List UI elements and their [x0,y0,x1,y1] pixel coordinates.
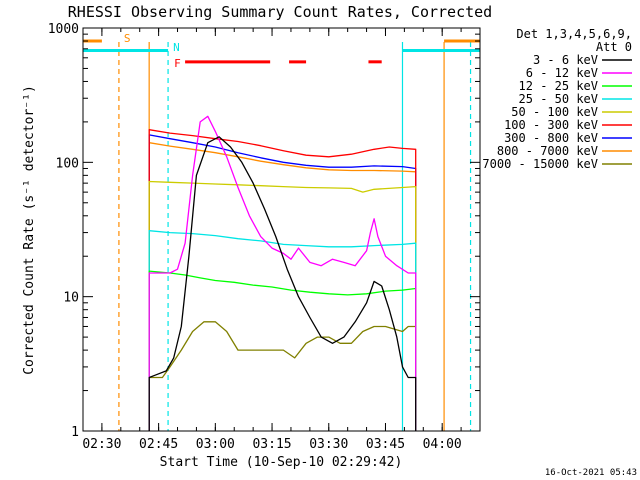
legend-label: 100 - 300 keV [504,118,598,132]
legend-label: 50 - 100 keV [511,105,598,119]
marker-label-n: N [173,41,180,54]
y-tick-label: 1 [71,425,79,440]
x-tick-label: 02:30 [82,437,121,452]
x-tick-label: 03:45 [366,437,405,452]
series-line-7 [148,142,417,431]
series-line-8 [148,321,417,431]
plot-area: S NF [83,32,480,431]
marker-label-f: F [174,57,181,70]
legend-label: 7000 - 15000 keV [482,157,598,171]
timestamp: 16-Oct-2021 05:43 [545,468,637,478]
series-line-6 [148,134,417,431]
x-tick-label: 04:00 [423,437,462,452]
series-line-5 [148,129,417,431]
series-line-3 [148,230,417,431]
legend-label: 6 - 12 keV [526,66,598,80]
x-tick-label: 02:45 [139,437,178,452]
y-tick-label: 1000 [48,22,79,37]
y-axis-label: Corrected Count Rate (s⁻¹ detector⁻¹) [22,85,37,375]
plot-frame [82,27,481,432]
x-tick-label: 03:30 [309,437,348,452]
legend-header-line2: Att 0 [596,40,632,54]
legend-label: 25 - 50 keV [519,92,598,106]
x-tick-label: 03:00 [196,437,235,452]
y-tick-label: 10 [63,291,79,306]
legend-header-line1: Det 1,3,4,5,6,9, [516,27,632,41]
legend-label: 12 - 25 keV [519,79,598,93]
x-axis-label: Start Time (10-Sep-10 02:29:42) [160,455,403,470]
legend-label: 300 - 800 keV [504,131,598,145]
marker-label-s: S [124,32,131,45]
y-axis: 1 10 100 1000 [48,22,480,440]
legend-label: 3 - 6 keV [533,53,598,67]
series-line-1 [148,115,417,431]
series-line-0 [148,136,417,431]
x-tick-label: 03:15 [252,437,291,452]
legend-label: 800 - 7000 keV [497,144,598,158]
series-line-4 [148,180,417,431]
series-line-2 [148,270,417,431]
y-tick-label: 100 [56,156,79,171]
chart-title: RHESSI Observing Summary Count Rates, Co… [68,3,492,21]
x-axis: 02:30 02:45 03:00 03:15 03:30 03:45 04:00 [82,28,481,452]
